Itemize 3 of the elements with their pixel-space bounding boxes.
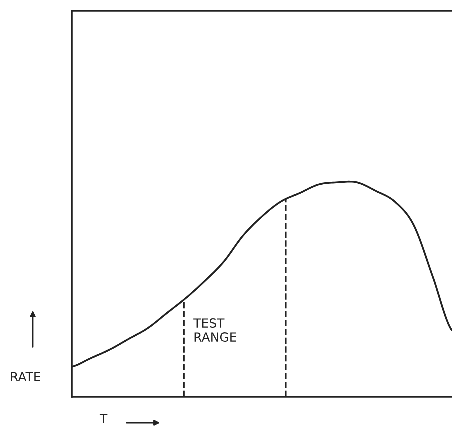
annotation: TEST RANGE (194, 318, 236, 342)
x-axis-title: T (100, 414, 108, 424)
y-axis-title: RATE (11, 372, 40, 382)
